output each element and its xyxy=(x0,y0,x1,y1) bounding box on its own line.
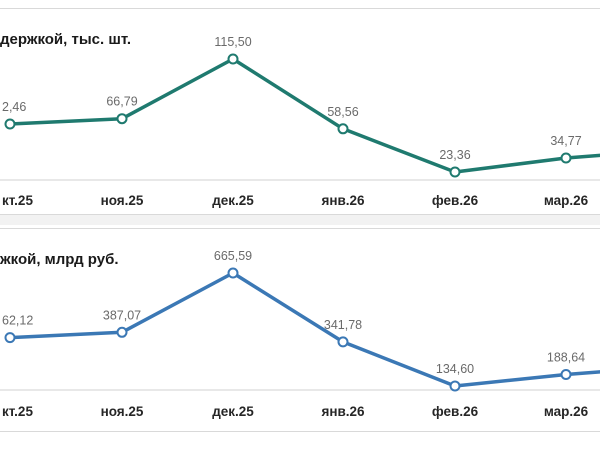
line-chart-amount: 62,12 387,07 665,59 341,78 134,60 188,64 кт.25… xyxy=(0,249,600,419)
data-label: 34,77 xyxy=(550,134,581,148)
series-line xyxy=(8,271,600,388)
chart-panel-units: держкой, тыс. шт. 2,46 66,79 115,50 58,56 23… xyxy=(0,8,600,215)
data-label: 134,60 xyxy=(436,362,474,376)
data-label: 66,79 xyxy=(106,95,137,109)
x-tick-label: янв.26 xyxy=(321,193,365,208)
line-chart-units: 2,46 66,79 115,50 58,56 23,36 34,77 кт.25 ноя.2… xyxy=(0,35,600,208)
x-tick-label: ноя.25 xyxy=(101,193,144,208)
series-line xyxy=(8,57,600,174)
chart-panel-amount: жкой, млрд руб. 62,12 387,07 665,59 341,78 1… xyxy=(0,228,600,432)
x-tick-label: янв.26 xyxy=(321,404,365,419)
data-point xyxy=(449,166,461,178)
data-point xyxy=(449,380,461,392)
data-label: 665,59 xyxy=(214,249,252,263)
data-point xyxy=(116,113,128,125)
data-point xyxy=(227,267,239,279)
x-tick-label: кт.25 xyxy=(2,193,33,208)
x-tick-label: мар.26 xyxy=(544,404,589,419)
x-tick-label: дек.25 xyxy=(212,404,254,419)
x-tick-label: кт.25 xyxy=(2,404,33,419)
data-label: 341,78 xyxy=(324,318,362,332)
data-label: 115,50 xyxy=(214,35,251,49)
x-tick-label: ноя.25 xyxy=(101,404,144,419)
data-point xyxy=(4,332,16,344)
chart-title: жкой, млрд руб. xyxy=(0,251,119,268)
x-tick-label: фев.26 xyxy=(432,193,479,208)
x-tick-label: дек.25 xyxy=(212,193,254,208)
chart-title: держкой, тыс. шт. xyxy=(0,31,132,48)
data-point xyxy=(227,53,239,65)
panel-divider xyxy=(0,215,600,225)
data-label: 188,64 xyxy=(547,351,585,365)
data-point xyxy=(337,123,349,135)
data-point xyxy=(4,118,16,130)
data-label: 62,12 xyxy=(2,314,33,328)
data-label: 58,56 xyxy=(327,105,358,119)
data-label: 2,46 xyxy=(2,100,26,114)
data-point xyxy=(337,336,349,348)
data-point xyxy=(116,326,128,338)
data-label: 23,36 xyxy=(439,148,470,162)
data-point xyxy=(560,369,572,380)
x-tick-label: фев.26 xyxy=(432,404,479,419)
x-tick-label: мар.26 xyxy=(544,193,589,208)
data-point xyxy=(560,152,572,164)
data-label: 387,07 xyxy=(103,308,141,322)
